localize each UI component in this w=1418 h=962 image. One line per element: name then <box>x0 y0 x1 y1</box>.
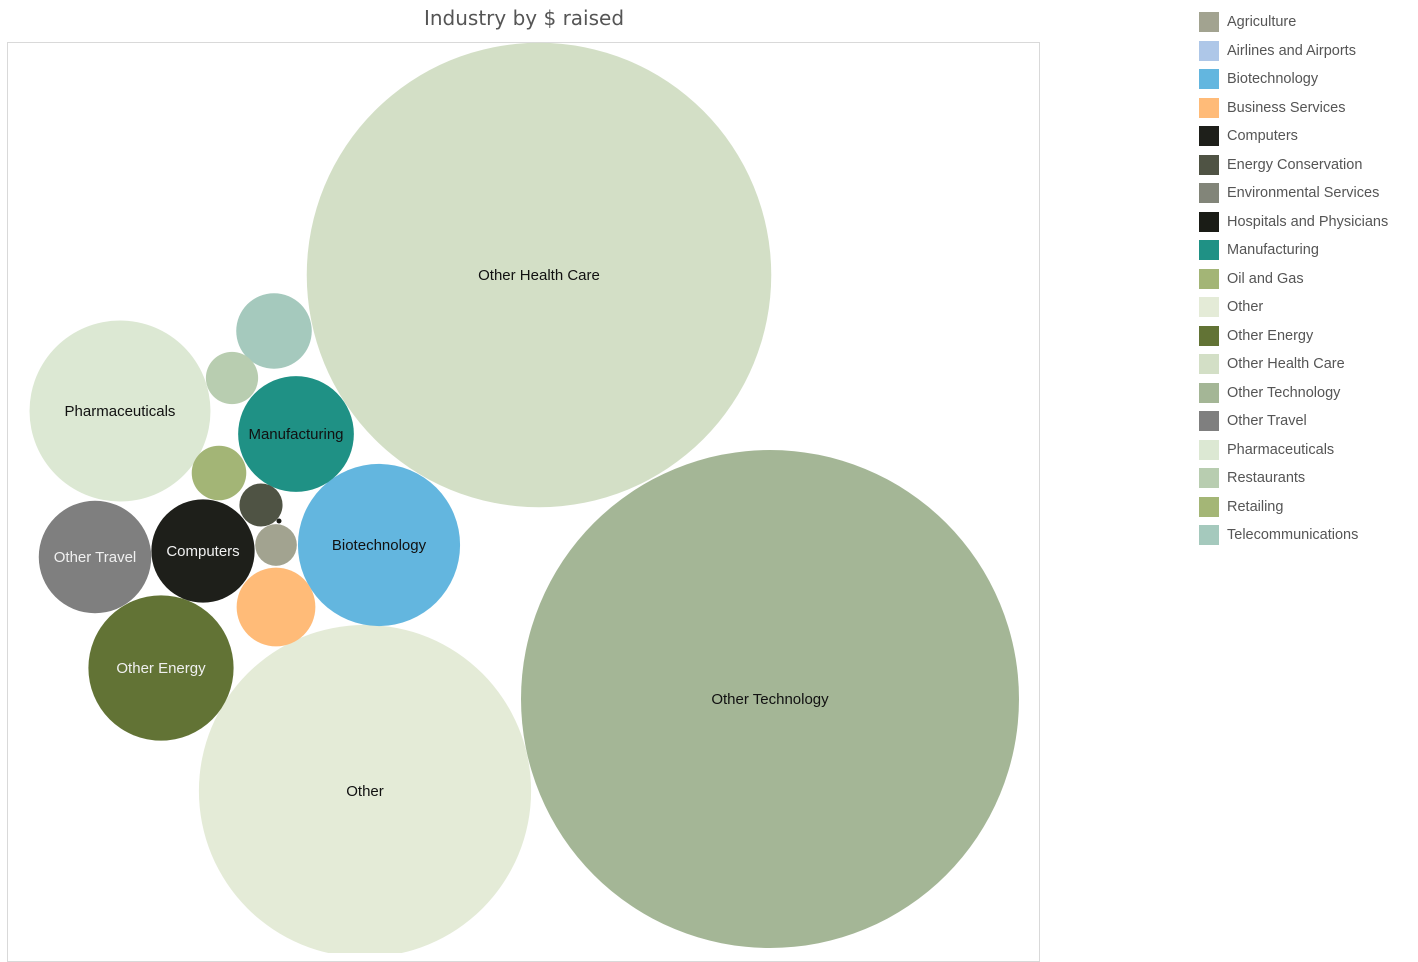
legend-swatch <box>1199 211 1219 232</box>
legend-swatch <box>1199 126 1219 147</box>
legend-item-energy-conservation[interactable]: Energy Conservation <box>1199 151 1388 180</box>
legend-swatch <box>1199 496 1219 517</box>
bubble-business-services[interactable] <box>236 567 316 647</box>
legend-label: Business Services <box>1227 99 1346 116</box>
chart-title: Industry by $ raised <box>423 6 625 30</box>
bubble-other-energy[interactable] <box>88 595 234 741</box>
legend-swatch <box>1199 525 1219 546</box>
bubble-other-travel[interactable] <box>38 500 152 614</box>
bubble-oil-and-gas[interactable] <box>191 445 247 501</box>
legend-swatch <box>1199 268 1219 289</box>
legend-swatch <box>1199 439 1219 460</box>
bubble-telecommunications[interactable] <box>236 293 312 369</box>
legend-item-other-energy[interactable]: Other Energy <box>1199 322 1388 351</box>
legend-swatch <box>1199 382 1219 403</box>
legend-item-other-health-care[interactable]: Other Health Care <box>1199 350 1388 379</box>
legend-label: Biotechnology <box>1227 71 1319 88</box>
bubble-computers[interactable] <box>151 499 255 603</box>
bubble-label-other-travel: Other Travel <box>54 549 137 566</box>
legend-item-other-travel[interactable]: Other Travel <box>1199 407 1388 436</box>
legend-label: Pharmaceuticals <box>1227 441 1335 458</box>
bubble-manufacturing[interactable] <box>238 376 354 492</box>
legend-label: Telecommunications <box>1227 527 1359 544</box>
legend-label: Manufacturing <box>1227 242 1319 259</box>
legend-item-oil-and-gas[interactable]: Oil and Gas <box>1199 265 1388 294</box>
legend-label: Agriculture <box>1227 14 1297 31</box>
legend-label: Oil and Gas <box>1227 270 1304 287</box>
bubble-label-biotechnology: Biotechnology <box>332 537 427 554</box>
bubble-pharmaceuticals[interactable] <box>29 320 211 502</box>
bubble-label-other: Other <box>346 783 384 800</box>
legend-swatch <box>1199 97 1219 118</box>
bubble-label-other-technology: Other Technology <box>711 691 829 708</box>
legend-item-other-technology[interactable]: Other Technology <box>1199 379 1388 408</box>
legend-swatch <box>1199 297 1219 318</box>
legend-label: Environmental Services <box>1227 185 1380 202</box>
bubble-hospitals-and-physicians[interactable] <box>276 518 282 524</box>
legend-item-hospitals-and-physicians[interactable]: Hospitals and Physicians <box>1199 208 1388 237</box>
bubble-restaurants[interactable] <box>205 351 259 405</box>
bubble-energy-conservation[interactable] <box>239 483 283 527</box>
legend-item-restaurants[interactable]: Restaurants <box>1199 464 1388 493</box>
bubble-other-technology[interactable] <box>521 450 1019 948</box>
legend-swatch <box>1199 468 1219 489</box>
bubble-label-pharmaceuticals: Pharmaceuticals <box>65 403 176 420</box>
legend-item-agriculture[interactable]: Agriculture <box>1199 8 1388 37</box>
bubble-biotechnology[interactable] <box>297 463 461 627</box>
bubble-label-manufacturing: Manufacturing <box>248 426 343 443</box>
bubble-label-computers: Computers <box>166 543 239 560</box>
legend-item-environmental-services[interactable]: Environmental Services <box>1199 179 1388 208</box>
legend-label: Computers <box>1227 128 1298 145</box>
legend-label: Energy Conservation <box>1227 156 1363 173</box>
legend-swatch <box>1199 154 1219 175</box>
legend-swatch <box>1199 411 1219 432</box>
legend-label: Other Travel <box>1227 413 1307 430</box>
legend-item-other[interactable]: Other <box>1199 293 1388 322</box>
legend-item-computers[interactable]: Computers <box>1199 122 1388 151</box>
legend-item-biotechnology[interactable]: Biotechnology <box>1199 65 1388 94</box>
legend-swatch <box>1199 325 1219 346</box>
legend-item-retailing[interactable]: Retailing <box>1199 493 1388 522</box>
legend-swatch <box>1199 69 1219 90</box>
legend-swatch <box>1199 40 1219 61</box>
legend-item-business-services[interactable]: Business Services <box>1199 94 1388 123</box>
bubble-label-other-energy: Other Energy <box>116 660 206 677</box>
legend-item-pharmaceuticals[interactable]: Pharmaceuticals <box>1199 436 1388 465</box>
legend-label: Restaurants <box>1227 470 1306 487</box>
legend-item-telecommunications[interactable]: Telecommunications <box>1199 521 1388 550</box>
legend-label: Retailing <box>1227 498 1284 515</box>
legend-label: Other Technology <box>1227 384 1341 401</box>
legend-label: Hospitals and Physicians <box>1227 213 1389 230</box>
legend-label: Airlines and Airports <box>1227 42 1356 59</box>
legend-label: Other Health Care <box>1227 356 1345 373</box>
legend-label: Other <box>1227 299 1264 316</box>
bubble-agriculture[interactable] <box>255 524 297 566</box>
legend-swatch <box>1199 183 1219 204</box>
bubble-label-other-health-care: Other Health Care <box>478 267 600 284</box>
bubble-other-health-care[interactable] <box>306 42 772 508</box>
legend-swatch <box>1199 354 1219 375</box>
legend-swatch <box>1199 12 1219 33</box>
legend-swatch <box>1199 240 1219 261</box>
legend-item-airlines-and-airports[interactable]: Airlines and Airports <box>1199 37 1388 66</box>
legend-item-manufacturing[interactable]: Manufacturing <box>1199 236 1388 265</box>
legend-label: Other Energy <box>1227 327 1314 344</box>
legend: Agriculture Airlines and Airports Biotechn… <box>1199 8 1388 550</box>
bubble-other[interactable] <box>198 624 532 953</box>
